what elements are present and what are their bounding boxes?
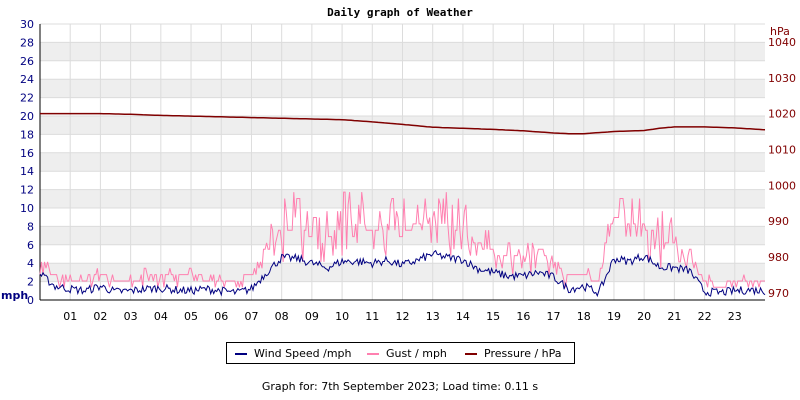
legend-label-wind: Wind Speed /mph <box>254 347 352 360</box>
right-tick-label: 1040 <box>768 36 796 49</box>
x-tick-label: 12 <box>396 310 410 323</box>
legend-label-gust: Gust / mph <box>386 347 447 360</box>
left-tick-label: 22 <box>20 92 34 105</box>
left-tick-label: 4 <box>27 257 34 270</box>
left-tick-label: 24 <box>20 73 34 86</box>
x-tick-label: 11 <box>365 310 379 323</box>
legend-swatch-wind <box>235 353 247 355</box>
left-tick-label: 14 <box>20 165 34 178</box>
left-tick-label: 26 <box>20 55 34 68</box>
right-tick-label: 1030 <box>768 72 796 85</box>
left-tick-label: 16 <box>20 147 34 160</box>
x-tick-label: 03 <box>124 310 138 323</box>
x-tick-label: 02 <box>93 310 107 323</box>
gust-series-line <box>39 191 765 288</box>
footer-text: Graph for: 7th September 2023; Load time… <box>261 380 539 393</box>
x-tick-label: 06 <box>214 310 228 323</box>
right-tick-label: 1010 <box>768 143 796 156</box>
right-tick-label: 970 <box>768 287 789 300</box>
x-tick-label: 18 <box>577 310 591 323</box>
x-tick-label: 20 <box>637 310 651 323</box>
x-tick-label: 10 <box>335 310 349 323</box>
pressure-series-line <box>40 112 766 135</box>
left-tick-label: 28 <box>20 36 34 49</box>
legend-swatch-gust <box>367 353 379 355</box>
x-tick-label: 22 <box>698 310 712 323</box>
x-tick-label: 04 <box>154 310 168 323</box>
x-tick-label: 13 <box>426 310 440 323</box>
x-tick-label: 01 <box>63 310 77 323</box>
right-axis-unit-label: hPa <box>770 25 790 38</box>
right-tick-label: 1020 <box>768 108 796 121</box>
x-tick-label: 23 <box>728 310 742 323</box>
left-tick-label: 10 <box>20 202 34 215</box>
left-tick-label: 8 <box>27 220 34 233</box>
chart-legend: Wind Speed /mph Gust / mph Pressure / hP… <box>226 342 575 364</box>
left-axis-unit-label: mph <box>1 289 28 302</box>
left-tick-label: 6 <box>27 239 34 252</box>
x-tick-label: 19 <box>607 310 621 323</box>
left-tick-label: 30 <box>20 18 34 31</box>
right-tick-label: 1000 <box>768 179 796 192</box>
left-tick-label: 18 <box>20 128 34 141</box>
legend-item-wind: Wind Speed /mph <box>235 347 352 360</box>
left-tick-label: 0 <box>27 294 34 307</box>
x-tick-label: 08 <box>275 310 289 323</box>
left-tick-label: 2 <box>27 276 34 289</box>
wind-speed-series-line <box>39 249 766 298</box>
right-tick-label: 980 <box>768 251 789 264</box>
chart-title: Daily graph of Weather <box>327 6 473 19</box>
x-tick-label: 07 <box>244 310 258 323</box>
x-tick-label: 16 <box>516 310 530 323</box>
legend-swatch-pressure <box>465 353 477 355</box>
left-tick-label: 12 <box>20 184 34 197</box>
legend-item-gust: Gust / mph <box>367 347 447 360</box>
right-tick-label: 990 <box>768 215 789 228</box>
x-tick-label: 15 <box>486 310 500 323</box>
legend-label-pressure: Pressure / hPa <box>484 347 562 360</box>
x-tick-label: 05 <box>184 310 198 323</box>
x-tick-label: 21 <box>667 310 681 323</box>
x-tick-label: 14 <box>456 310 470 323</box>
left-tick-label: 20 <box>20 110 34 123</box>
legend-item-pressure: Pressure / hPa <box>465 347 562 360</box>
x-tick-label: 09 <box>305 310 319 323</box>
x-tick-label: 17 <box>547 310 561 323</box>
